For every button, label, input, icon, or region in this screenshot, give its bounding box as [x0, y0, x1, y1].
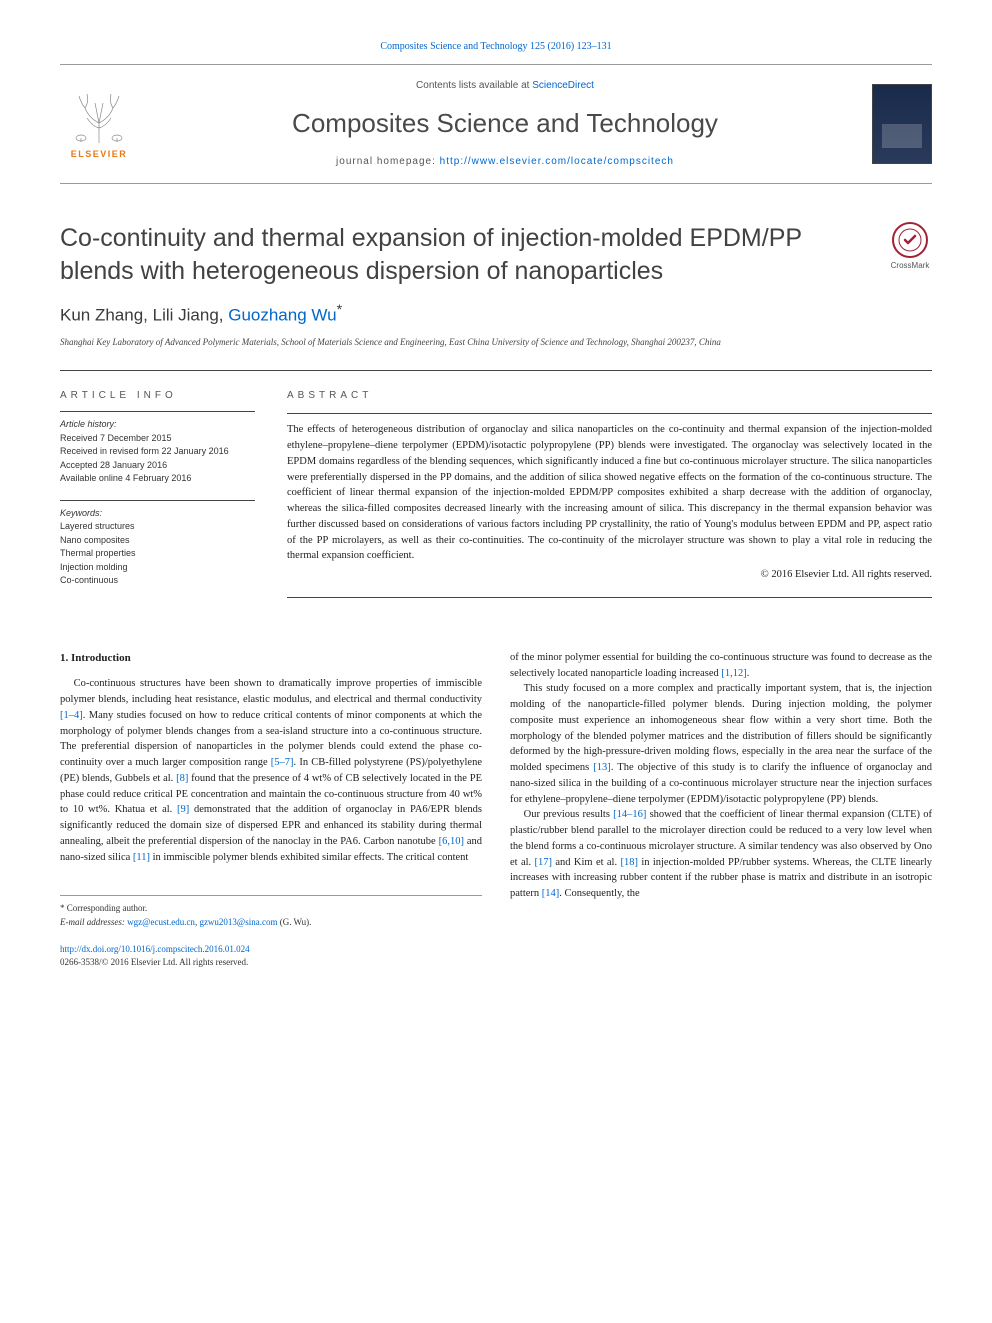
keyword: Injection molding	[60, 561, 255, 575]
author-list: Kun Zhang, Lili Jiang,	[60, 306, 228, 325]
affiliation: Shanghai Key Laboratory of Advanced Poly…	[60, 336, 932, 349]
elsevier-logo: ELSEVIER	[60, 80, 138, 168]
body-paragraph: of the minor polymer essential for build…	[510, 650, 932, 682]
divider-thin	[60, 500, 255, 501]
keyword: Layered structures	[60, 520, 255, 534]
keywords: Keywords: Layered structures Nano compos…	[60, 507, 255, 588]
doi-link[interactable]: http://dx.doi.org/10.1016/j.compscitech.…	[60, 944, 250, 954]
email-link[interactable]: wgz@ecust.edu.cn	[127, 917, 195, 927]
article-info-heading: ARTICLE INFO	[60, 389, 255, 403]
asterisk: *	[337, 302, 343, 318]
column-right: of the minor polymer essential for build…	[510, 650, 932, 930]
crossmark-badge[interactable]: CrossMark	[888, 222, 932, 271]
crossmark-text: CrossMark	[891, 260, 930, 271]
separator: ,	[195, 917, 197, 927]
keyword: Co-continuous	[60, 574, 255, 588]
divider	[60, 370, 932, 371]
email-line: E-mail addresses: wgz@ecust.edu.cn, gzwu…	[60, 916, 482, 930]
ref-link[interactable]: [8]	[176, 773, 188, 784]
abstract-copyright: © 2016 Elsevier Ltd. All rights reserved…	[287, 568, 932, 583]
elsevier-text: ELSEVIER	[71, 148, 128, 161]
divider-thin	[287, 597, 932, 598]
ref-link[interactable]: [14]	[542, 888, 560, 899]
keywords-label: Keywords:	[60, 507, 255, 521]
history-label: Article history:	[60, 418, 255, 432]
ref-link[interactable]: [6,10]	[439, 836, 464, 847]
article-title-block: Co-continuity and thermal expansion of i…	[60, 222, 932, 287]
accepted-date: Accepted 28 January 2016	[60, 459, 255, 473]
ref-link[interactable]: [5–7]	[271, 757, 294, 768]
issn-copyright: 0266-3538/© 2016 Elsevier Ltd. All right…	[60, 956, 932, 969]
abstract-block: ABSTRACT The effects of heterogeneous di…	[287, 389, 932, 602]
keyword: Thermal properties	[60, 547, 255, 561]
corresponding-footnote: * Corresponding author. E-mail addresses…	[60, 895, 482, 929]
sciencedirect-link[interactable]: ScienceDirect	[532, 80, 594, 91]
contents-available: Contents lists available at ScienceDirec…	[158, 79, 852, 93]
revised-date: Received in revised form 22 January 2016	[60, 445, 255, 459]
journal-header: ELSEVIER Contents lists available at Sci…	[60, 64, 932, 184]
abstract-heading: ABSTRACT	[287, 389, 932, 403]
ref-link[interactable]: [13]	[593, 762, 611, 773]
corresponding-author[interactable]: Guozhang Wu	[228, 306, 336, 325]
ref-link[interactable]: [1–4]	[60, 710, 83, 721]
homepage-link[interactable]: http://www.elsevier.com/locate/compscite…	[440, 156, 674, 167]
article-history: Article history: Received 7 December 201…	[60, 418, 255, 486]
journal-center: Contents lists available at ScienceDirec…	[158, 79, 852, 169]
body-paragraph: Co-continuous structures have been shown…	[60, 676, 482, 865]
info-abstract-row: ARTICLE INFO Article history: Received 7…	[60, 389, 932, 602]
journal-name: Composites Science and Technology	[158, 105, 852, 141]
ref-link[interactable]: [17]	[535, 857, 553, 868]
ref-link[interactable]: [18]	[620, 857, 638, 868]
contents-label: Contents lists available at	[416, 80, 529, 91]
journal-homepage: journal homepage: http://www.elsevier.co…	[158, 155, 852, 169]
ref-link[interactable]: [9]	[177, 804, 189, 815]
article-title: Co-continuity and thermal expansion of i…	[60, 222, 870, 287]
ref-link[interactable]: [14–16]	[613, 809, 646, 820]
intro-heading: 1. Introduction	[60, 650, 482, 667]
online-date: Available online 4 February 2016	[60, 472, 255, 486]
body-paragraph: Our previous results [14–16] showed that…	[510, 807, 932, 902]
abstract-text: The effects of heterogeneous distributio…	[287, 422, 932, 564]
email-name: (G. Wu).	[280, 917, 312, 927]
corresponding-label: * Corresponding author.	[60, 902, 482, 916]
body-section: 1. Introduction Co-continuous structures…	[60, 650, 932, 930]
divider-thin	[60, 411, 255, 412]
column-left: 1. Introduction Co-continuous structures…	[60, 650, 482, 930]
crossmark-icon	[892, 222, 928, 258]
doi-block: http://dx.doi.org/10.1016/j.compscitech.…	[60, 943, 932, 968]
authors: Kun Zhang, Lili Jiang, Guozhang Wu*	[60, 301, 932, 327]
ref-link[interactable]: [1,12]	[721, 668, 746, 679]
email-link[interactable]: gzwu2013@sina.com	[199, 917, 277, 927]
journal-cover-thumbnail	[872, 84, 932, 164]
article-info: ARTICLE INFO Article history: Received 7…	[60, 389, 255, 602]
citation-header: Composites Science and Technology 125 (2…	[60, 40, 932, 54]
divider-thin	[287, 413, 932, 414]
citation-link[interactable]: Composites Science and Technology 125 (2…	[380, 41, 611, 52]
ref-link[interactable]: [11]	[133, 852, 150, 863]
elsevier-tree-icon	[67, 88, 132, 146]
email-label: E-mail addresses:	[60, 917, 125, 927]
received-date: Received 7 December 2015	[60, 432, 255, 446]
homepage-label: journal homepage:	[336, 156, 436, 167]
keyword: Nano composites	[60, 534, 255, 548]
body-paragraph: This study focused on a more complex and…	[510, 681, 932, 807]
